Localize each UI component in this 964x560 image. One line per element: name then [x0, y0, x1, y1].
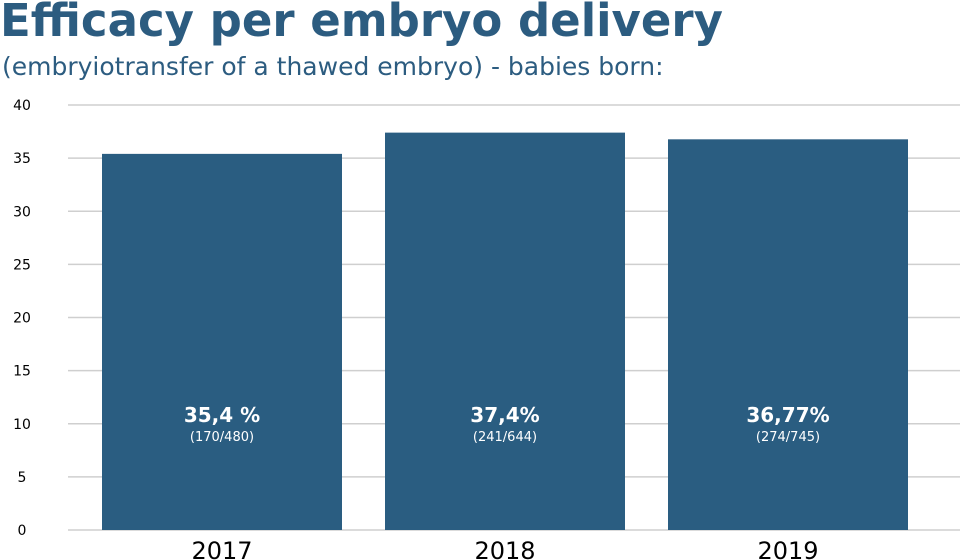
y-tick-label: 0: [18, 523, 27, 539]
bar-count-label: (241/644): [473, 430, 537, 445]
y-tick-label: 35: [13, 151, 31, 167]
y-tick-label: 20: [13, 311, 31, 327]
y-tick-label: 25: [13, 257, 31, 273]
y-tick-label: 10: [13, 417, 31, 433]
bar-value-label: 37,4%: [470, 403, 539, 427]
bar-data-labels: 35,4 % (170/480) 37,4% (241/644) 36,77% (274/…: [184, 403, 830, 445]
y-axis-tick-labels: 0 5 10 15 20 25 30 35 40: [13, 98, 31, 539]
chart-subtitle: (embryiotransfer of a thawed embryo) - b…: [2, 52, 664, 81]
y-tick-label: 5: [18, 470, 27, 486]
bar-count-label: (170/480): [190, 430, 254, 445]
y-tick-label: 30: [13, 204, 31, 220]
bar-value-label: 35,4 %: [184, 403, 260, 427]
bar-2019: [668, 139, 908, 530]
bar-2017: [102, 153, 342, 530]
bar-2018: [385, 132, 625, 530]
x-axis-tick-labels: 2017 2018 2019: [191, 537, 818, 560]
x-tick-label: 2018: [474, 537, 535, 560]
chart-title: Efficacy per embryo delivery: [0, 0, 723, 47]
bars: [102, 132, 908, 530]
x-tick-label: 2019: [757, 537, 818, 560]
bar-count-label: (274/745): [756, 430, 820, 445]
x-tick-label: 2017: [191, 537, 252, 560]
y-tick-label: 40: [13, 98, 31, 114]
bar-value-label: 36,77%: [746, 403, 829, 427]
y-tick-label: 15: [13, 364, 31, 380]
